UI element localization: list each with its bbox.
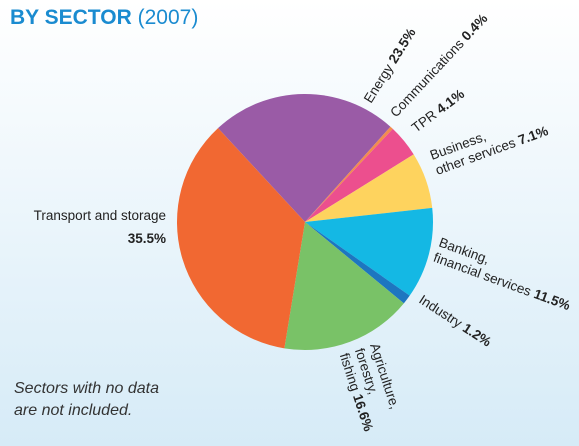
pie-slice	[305, 154, 433, 222]
pie-slice	[176, 128, 305, 349]
pie-slice	[305, 207, 433, 296]
note-box: Sectors with no data are not included.	[14, 380, 159, 419]
pie-slice	[305, 128, 414, 222]
pie-slice	[305, 222, 410, 304]
note: Sectors with no data are not included.	[14, 380, 159, 419]
chart-title-line: BY SECTOR (2007)	[10, 6, 198, 29]
pie-slice	[305, 126, 393, 222]
chart-subtitle: (2007)	[138, 6, 199, 29]
slice-label: Transport and storage 35.5%	[34, 208, 166, 246]
chart-title: BY SECTOR	[10, 6, 132, 29]
category-label: Transport and storage	[34, 208, 166, 223]
pie-slice	[218, 94, 391, 222]
value-label: 35.5%	[128, 231, 166, 246]
pie-slice	[284, 222, 404, 351]
